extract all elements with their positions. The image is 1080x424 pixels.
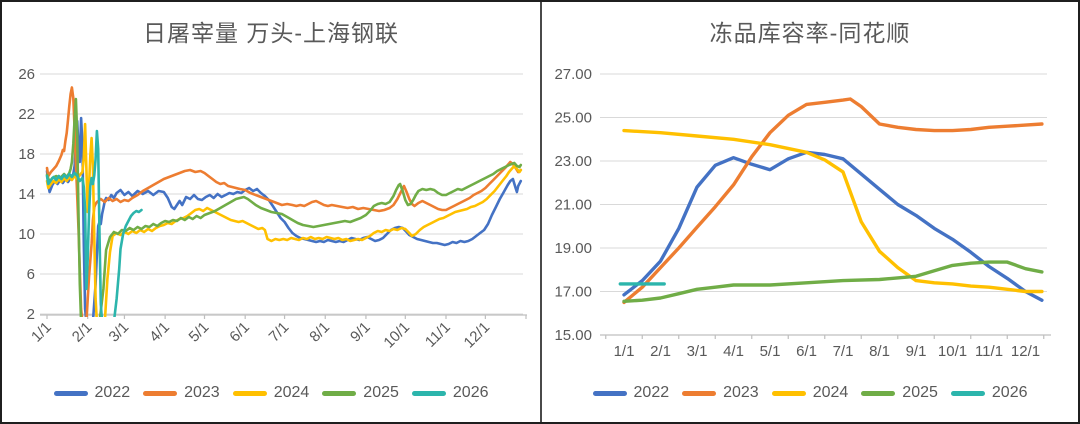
svg-text:10: 10 (18, 226, 35, 243)
svg-text:6/1: 6/1 (796, 343, 817, 360)
series-lines (45, 86, 523, 317)
svg-text:27.00: 27.00 (554, 66, 592, 83)
x-axis-labels: 1/1 2/1 3/1 4/1 5/1 6/1 7/1 8/1 9/1 10/1 11/1 12/1 (28, 319, 493, 352)
svg-text:3/1: 3/1 (105, 319, 132, 346)
svg-text:11/1: 11/1 (422, 319, 454, 351)
legend-label-2023: 2023 (184, 384, 220, 401)
storage-chart-panel: 冻品库容率-同花顺 15.00 17.00 19.00 21.00 23.00 25.00… (540, 2, 1078, 422)
svg-text:14: 14 (18, 186, 35, 203)
legend-swatch-2025 (861, 390, 896, 396)
svg-text:22: 22 (18, 106, 35, 123)
legend-swatch-2025 (322, 390, 357, 396)
svg-text:5/1: 5/1 (186, 319, 213, 346)
x-axis (600, 334, 1051, 339)
x-axis-labels: 1/1 2/1 3/1 4/1 5/1 6/1 7/1 8/1 9/1 10/1 11/1 12/1 (614, 343, 1041, 360)
legend-swatch-2023 (682, 390, 717, 396)
svg-text:4/1: 4/1 (146, 319, 173, 346)
slaughter-chart-panel: 日屠宰量 万头-上海钢联 2 6 10 14 18 22 26 1/1 2/1 3/1 4/1 5/1… (2, 2, 540, 422)
legend-swatch-2024 (232, 390, 267, 396)
slaughter-chart-legend: 2022 2023 2024 2025 2026 (2, 384, 540, 402)
series-line-2025 (622, 260, 1044, 303)
svg-text:8/1: 8/1 (869, 343, 890, 360)
legend-label-2026: 2026 (991, 384, 1028, 401)
legend-label-2024: 2024 (273, 384, 310, 401)
svg-text:7/1: 7/1 (833, 343, 854, 360)
svg-text:23.00: 23.00 (554, 153, 592, 170)
svg-text:21.00: 21.00 (554, 197, 592, 214)
legend-label-2026: 2026 (452, 384, 489, 401)
legend-item-2025: 2025 (322, 384, 399, 402)
legend-label-2024: 2024 (812, 384, 849, 401)
legend-label-2022: 2022 (94, 384, 131, 401)
legend-label-2025: 2025 (363, 384, 399, 401)
series-line-2024 (45, 122, 523, 317)
svg-text:11/1: 11/1 (975, 343, 1003, 360)
svg-text:2: 2 (27, 306, 35, 323)
legend-item-2025: 2025 (861, 384, 938, 402)
legend-label-2022: 2022 (633, 384, 670, 401)
legend-swatch-2024 (771, 390, 806, 396)
series-line-2022 (622, 150, 1044, 302)
storage-chart-legend: 2022 2023 2024 2025 2026 (542, 384, 1078, 402)
legend-swatch-2026 (950, 390, 985, 396)
svg-text:10/1: 10/1 (938, 343, 967, 360)
svg-text:26: 26 (18, 66, 35, 83)
svg-text:5/1: 5/1 (760, 343, 781, 360)
legend-swatch-2022 (592, 390, 627, 396)
svg-text:6/1: 6/1 (226, 319, 253, 346)
series-line-2024 (622, 128, 1044, 294)
slaughter-chart-title: 日屠宰量 万头-上海钢联 (142, 20, 400, 46)
legend-item-2022: 2022 (53, 384, 131, 402)
svg-text:2/1: 2/1 (650, 343, 671, 360)
svg-text:7/1: 7/1 (266, 319, 293, 346)
svg-text:12/1: 12/1 (461, 319, 494, 352)
legend-swatch-2023 (143, 390, 178, 396)
series-line-2026 (45, 129, 143, 317)
svg-text:18: 18 (18, 146, 35, 163)
legend-label-2023: 2023 (723, 384, 759, 401)
series-line-2025 (45, 97, 523, 317)
svg-text:17.00: 17.00 (554, 284, 592, 301)
y-axis-labels: 15.00 17.00 19.00 21.00 23.00 25.00 27.00 (554, 66, 592, 344)
legend-swatch-2026 (411, 390, 446, 396)
storage-chart-canvas: 15.00 17.00 19.00 21.00 23.00 25.00 27.00 1/1 2/… (554, 66, 1051, 360)
svg-text:9/1: 9/1 (347, 319, 374, 346)
svg-text:3/1: 3/1 (687, 343, 708, 360)
svg-text:8/1: 8/1 (306, 319, 333, 346)
svg-text:15.00: 15.00 (554, 327, 592, 344)
svg-text:12/1: 12/1 (1011, 343, 1040, 360)
series-line-2023 (622, 97, 1044, 305)
legend-item-2026: 2026 (411, 384, 489, 402)
svg-text:19.00: 19.00 (554, 240, 592, 257)
legend-item-2024: 2024 (232, 384, 310, 402)
svg-text:6: 6 (27, 266, 35, 283)
svg-text:1/1: 1/1 (614, 343, 635, 360)
series-lines (618, 97, 1044, 305)
legend-item-2026: 2026 (950, 384, 1028, 402)
legend-item-2023: 2023 (143, 384, 220, 402)
svg-text:10/1: 10/1 (380, 319, 413, 352)
x-axis (40, 314, 527, 319)
legend-item-2023: 2023 (682, 384, 759, 402)
svg-text:4/1: 4/1 (723, 343, 744, 360)
legend-item-2024: 2024 (771, 384, 849, 402)
storage-chart-title: 冻品库容率-同花顺 (709, 20, 911, 46)
legend-label-2025: 2025 (902, 384, 938, 401)
legend-swatch-2022 (53, 390, 88, 396)
svg-text:9/1: 9/1 (906, 343, 927, 360)
legend-item-2022: 2022 (592, 384, 670, 402)
svg-text:25.00: 25.00 (554, 110, 592, 127)
svg-text:2/1: 2/1 (69, 319, 96, 346)
